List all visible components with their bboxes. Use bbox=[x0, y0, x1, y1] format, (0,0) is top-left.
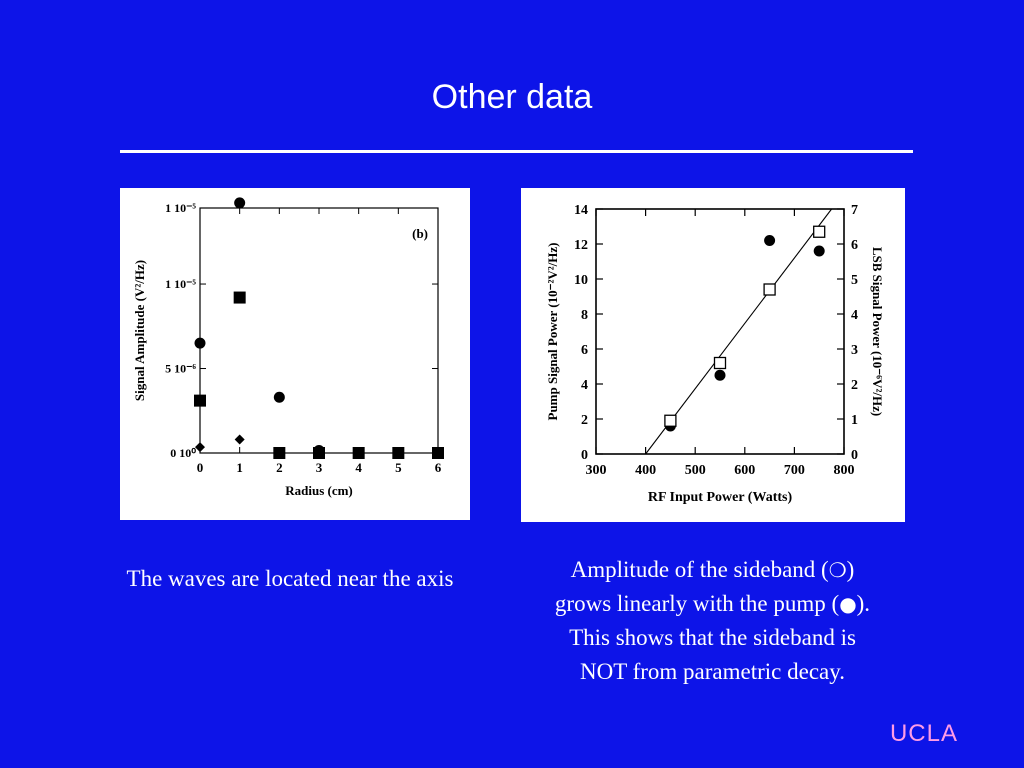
diamond-point bbox=[234, 434, 245, 445]
radius-chart-panel: 0 1 2 3 4 5 6 0 10⁰ 5 10⁻⁶ 1 10⁻⁵ 1 10⁻⁵ Radius (cm… bbox=[120, 188, 470, 520]
y-tick-label: 0 10⁰ bbox=[170, 446, 196, 460]
filled-circle-icon: ● bbox=[839, 592, 857, 616]
caption-right: Amplitude of the sideband (❍) grows line… bbox=[505, 553, 920, 689]
square-point bbox=[194, 394, 206, 407]
y2-axis-label: LSB Signal Power (10⁻⁶V²/Hz) bbox=[870, 247, 885, 416]
y-tick-label: 5 10⁻⁶ bbox=[165, 362, 196, 376]
circle-point bbox=[714, 369, 726, 381]
panel-label: (b) bbox=[412, 226, 428, 241]
caption-right-line-2: grows linearly with the pump (●). bbox=[554, 591, 871, 616]
y2-tick-label: 2 bbox=[851, 378, 858, 393]
y2-tick-label: 6 bbox=[851, 238, 858, 253]
y-tick-label: 1 10⁻⁵ bbox=[165, 201, 196, 215]
y-axis-label: Pump Signal Power (10⁻²V²/Hz) bbox=[545, 243, 560, 421]
diamond-point bbox=[195, 442, 205, 453]
x-tick-label: 300 bbox=[586, 463, 607, 478]
square-point bbox=[233, 291, 246, 304]
open-square-point bbox=[813, 225, 826, 238]
square-point bbox=[432, 447, 444, 459]
y2-tick-label: 0 bbox=[851, 448, 858, 463]
x-tick-label: 4 bbox=[355, 460, 362, 475]
y-tick-label: 0 bbox=[581, 448, 588, 463]
y2-tick-label: 1 bbox=[851, 413, 858, 428]
circle-point bbox=[234, 197, 246, 209]
x-tick-label: 6 bbox=[435, 460, 442, 475]
y-tick-label: 8 bbox=[581, 308, 588, 323]
circle-point bbox=[273, 391, 285, 403]
circle-point bbox=[764, 235, 776, 246]
open-square-point bbox=[713, 356, 727, 370]
x-axis-label: Radius (cm) bbox=[285, 483, 353, 498]
y-tick-label: 14 bbox=[574, 203, 588, 218]
x-tick-label: 5 bbox=[395, 460, 402, 475]
slide-title: Other data bbox=[431, 78, 593, 116]
circle-point bbox=[813, 245, 825, 257]
square-point bbox=[273, 447, 286, 459]
x-tick-label: 3 bbox=[316, 460, 323, 475]
x-tick-label: 700 bbox=[784, 463, 805, 478]
square-point bbox=[352, 447, 365, 459]
y-tick-label: 10 bbox=[574, 273, 588, 288]
x-tick-label: 400 bbox=[635, 463, 656, 478]
y-axis-label: Signal Amplitude (V²/Hz) bbox=[132, 260, 147, 401]
y-tick-label: 12 bbox=[574, 238, 588, 253]
caption-right-line-1: Amplitude of the sideband (❍) bbox=[570, 557, 855, 582]
ucla-logo: UCLA bbox=[889, 720, 958, 747]
plot-frame bbox=[199, 207, 439, 454]
power-chart: 300 400 500 600 700 8000246810121401234567RF … bbox=[545, 203, 885, 505]
x-tick-label: 0 bbox=[197, 460, 204, 475]
open-square-point bbox=[664, 414, 677, 427]
caption-left: The waves are located near the axis bbox=[126, 566, 454, 591]
square-point bbox=[313, 447, 325, 459]
x-tick-label: 1 bbox=[236, 460, 243, 475]
fit-line bbox=[645, 208, 833, 455]
open-circle-icon: ❍ bbox=[828, 558, 847, 582]
square-point bbox=[392, 447, 405, 459]
circle-point bbox=[194, 337, 206, 349]
power-chart-panel: 300 400 500 600 700 800 0 2 4 6 8 10 12 14 0 1 2 3 4 5 6 7 RF … bbox=[521, 188, 905, 522]
open-square-point bbox=[763, 283, 776, 296]
title-underline bbox=[120, 150, 913, 153]
x-axis-label: RF Input Power (Watts) bbox=[648, 490, 793, 505]
y2-tick-label: 4 bbox=[851, 308, 858, 323]
y-tick-label: 2 bbox=[581, 413, 588, 428]
caption-right-line-3: This shows that the sideband is bbox=[569, 625, 856, 650]
y-tick-label: 6 bbox=[581, 343, 588, 358]
x-tick-label: 2 bbox=[276, 460, 283, 475]
y-tick-label: 1 10⁻⁵ bbox=[165, 277, 196, 291]
y2-tick-label: 5 bbox=[851, 273, 858, 288]
y2-tick-label: 7 bbox=[851, 203, 858, 218]
x-tick-label: 600 bbox=[734, 463, 755, 478]
caption-right-line-4: NOT from parametric decay. bbox=[579, 659, 846, 684]
x-tick-label: 500 bbox=[685, 463, 706, 478]
plot-frame bbox=[595, 208, 845, 455]
x-tick-label: 800 bbox=[834, 463, 855, 478]
y-tick-label: 4 bbox=[581, 378, 588, 393]
radius-chart: 0 1 2 3 4 5 6 0 10⁰ 5 10⁻⁶ 1 10⁻⁵ 1 10⁻⁵ Radius (cm… bbox=[132, 197, 444, 498]
y2-tick-label: 3 bbox=[851, 343, 858, 358]
